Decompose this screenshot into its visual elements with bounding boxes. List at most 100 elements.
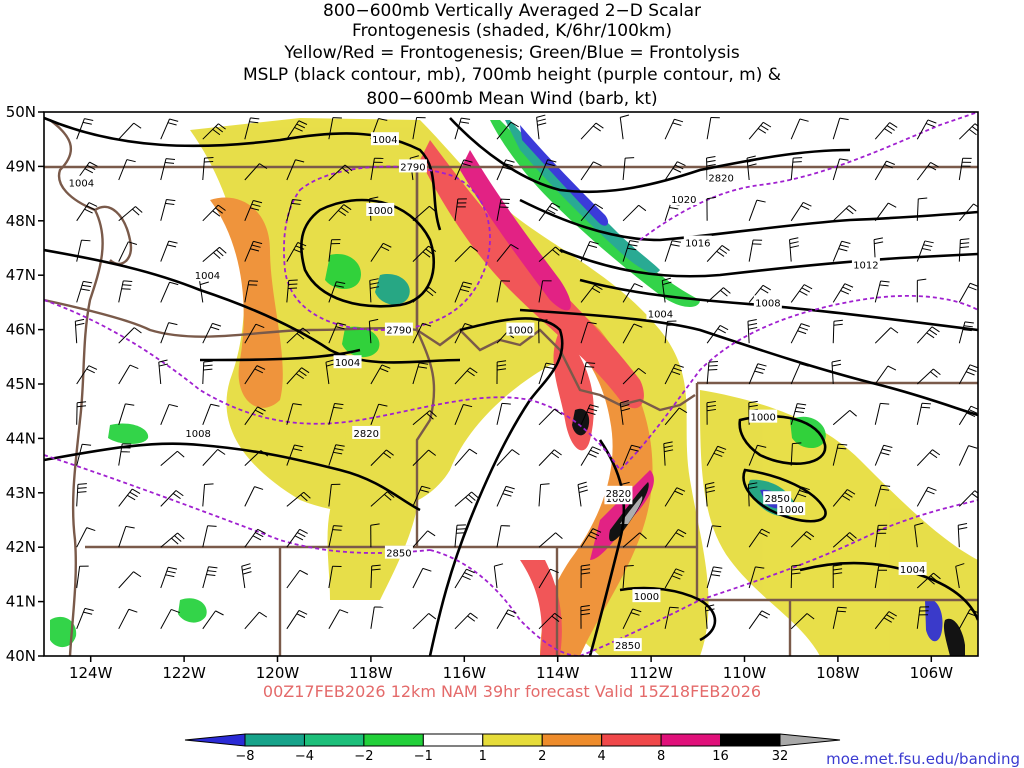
lat-tick-label: 46N: [6, 321, 36, 339]
wind-barb-flag: [538, 319, 548, 322]
wind-barb-flag: [171, 537, 179, 545]
wind-barb-flag: [955, 563, 965, 567]
title-line-3: Yellow/Red = Frontogenesis; Green/Blue =…: [283, 43, 740, 63]
wind-barb: [244, 163, 268, 181]
wind-barb: [118, 364, 139, 385]
wind-barb-shaft: [664, 407, 680, 426]
mslp-contour-1004-mid: [44, 248, 461, 364]
wind-barb: [370, 564, 381, 589]
wind-barb-flag: [460, 288, 470, 293]
wind-barb: [538, 449, 562, 466]
wind-barb-flag: [662, 277, 672, 282]
wind-barb: [706, 156, 716, 181]
wind-barb-flag: [621, 407, 631, 412]
wind-barb: [916, 119, 937, 140]
colorbar-swatch: [244, 733, 305, 747]
wind-barb-flag: [925, 122, 935, 128]
mslp-label-text: 1000: [368, 206, 393, 217]
wind-barb: [412, 449, 437, 466]
wind-barb: [874, 327, 899, 344]
wind-barb-flag: [552, 249, 560, 256]
wind-barb-flag: [216, 249, 224, 257]
wind-barb-flag: [292, 448, 302, 452]
wind-barb-flag: [791, 568, 801, 571]
wind-barb: [704, 604, 715, 629]
wind-barb-flag: [958, 522, 968, 526]
wind-barb: [916, 326, 940, 344]
wind-barb: [370, 242, 392, 262]
wind-barb-flag: [838, 248, 848, 252]
wind-barb-flag: [505, 485, 515, 490]
mslp-label: 1000: [366, 202, 395, 217]
wind-barb-flag: [914, 522, 924, 526]
title-line-2: Frontogenesis (shaded, K/6hr/100km): [352, 21, 672, 41]
coastline: [49, 119, 133, 656]
wind-barb-shaft: [370, 606, 375, 629]
wind-barb: [118, 443, 132, 466]
wind-barbs: [74, 114, 978, 630]
wind-barb-flag: [250, 248, 260, 252]
wind-barb-flag: [75, 322, 85, 326]
wind-barb: [160, 158, 176, 181]
mslp-label: 1000: [777, 502, 806, 516]
wind-barb-shaft: [454, 448, 470, 466]
mslp-label-bg: [333, 355, 362, 369]
wind-barb-shaft: [790, 363, 801, 385]
wind-barb-shaft: [874, 327, 892, 344]
wind-barb: [619, 400, 631, 425]
wind-barb: [538, 159, 557, 181]
wind-barb: [244, 406, 266, 426]
wind-barb: [664, 240, 681, 262]
wind-barb-flag: [632, 608, 642, 613]
wind-barb: [328, 565, 342, 589]
wind-barb: [412, 362, 429, 385]
wind-barb: [74, 318, 85, 344]
wind-barb-flag: [922, 247, 932, 251]
wind-barb: [160, 490, 184, 507]
wind-barb: [580, 321, 597, 344]
wind-barb: [76, 118, 94, 140]
wind-barb-flag: [762, 121, 772, 128]
wind-barb: [538, 202, 561, 222]
wind-barb-shaft: [748, 566, 756, 589]
wind-barb: [832, 409, 857, 426]
wind-barb-flag: [218, 123, 226, 130]
wind-barb-flag: [165, 202, 175, 205]
wind-barb-flag: [706, 163, 716, 167]
wind-barb-shaft: [832, 158, 841, 181]
wind-barb-flag: [217, 449, 226, 455]
wind-barb: [580, 528, 602, 548]
wind-barb-flag: [204, 156, 214, 159]
frontogenesis-band-orange-2: [210, 197, 283, 408]
wind-barb: [958, 157, 972, 181]
wind-barb: [832, 532, 857, 548]
wind-barb: [790, 442, 802, 466]
wind-barb-flag: [592, 125, 601, 132]
lat-tick-label: 50N: [6, 103, 36, 121]
wind-barb-shaft: [76, 566, 81, 589]
frontogenesis-shading: [190, 118, 978, 656]
wind-barb-flag: [595, 122, 604, 129]
wind-barb-shaft: [538, 280, 544, 303]
wind-barb-flag: [929, 329, 938, 336]
mslp-label: 1016: [683, 235, 712, 250]
wind-barb: [496, 198, 510, 221]
wind-barb-flag: [89, 161, 98, 167]
wind-barb-flag: [369, 282, 379, 285]
wind-barb-flag: [126, 159, 136, 163]
wind-barb-flag: [380, 246, 390, 252]
credit-link[interactable]: moe.met.fsu.edu/banding: [826, 750, 1020, 768]
wind-barb: [370, 449, 394, 466]
frontogenesis-band-yellow-3: [327, 380, 420, 600]
mslp-label-bg: [67, 175, 96, 189]
wind-barb-shaft: [118, 526, 127, 548]
wind-barb-flag: [844, 492, 853, 498]
wind-barb-flag: [463, 403, 473, 408]
height-label-text: 2850: [615, 641, 640, 652]
wind-barb-shaft: [328, 609, 341, 630]
wind-barb-flag: [422, 567, 432, 572]
wind-barb: [370, 403, 388, 425]
frontogenesis-band-magenta: [460, 150, 571, 311]
wind-barb: [286, 491, 311, 507]
wind-barb-shaft: [286, 569, 301, 589]
